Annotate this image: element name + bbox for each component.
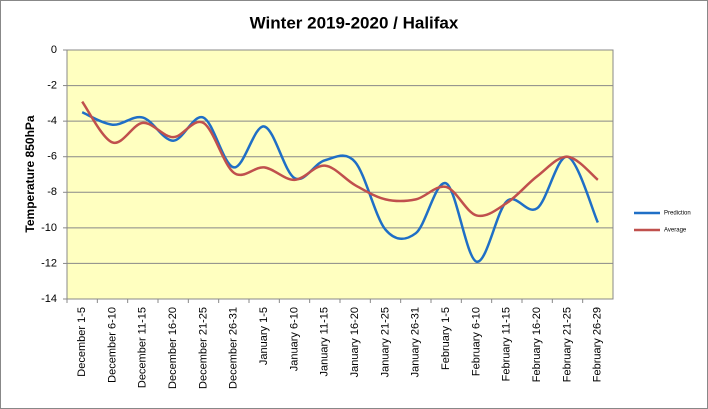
y-tick-label: -10 (41, 222, 57, 234)
x-tick-label: January 21-25 (379, 307, 391, 377)
x-tick-label: January 26-31 (410, 307, 422, 377)
x-tick-label: February 11-15 (501, 307, 513, 381)
x-tick-label: December 21-25 (197, 307, 209, 389)
x-tick-label: January 6-10 (288, 307, 300, 371)
x-tick-label: December 26-31 (228, 307, 240, 389)
y-tick-label: -12 (41, 257, 57, 269)
legend-label: Average (664, 228, 687, 234)
x-tick-label: February 6-10 (470, 307, 482, 376)
y-axis-label: Temperature 850hPa (23, 115, 37, 232)
y-tick-label: -8 (47, 186, 57, 198)
x-tick-label: February 16-20 (531, 307, 543, 382)
y-tick-label: 0 (51, 44, 57, 56)
x-tick-label: December 16-20 (167, 307, 179, 389)
y-tick-label: -4 (47, 115, 57, 127)
x-tick-label: February 1-5 (440, 307, 452, 370)
x-tick-label: January 11-15 (319, 307, 331, 377)
x-tick-label: February 26-29 (592, 307, 604, 382)
y-tick-label: -2 (47, 79, 57, 91)
x-tick-label: February 21-25 (561, 307, 573, 382)
x-tick-label: January 1-5 (258, 307, 270, 365)
x-tick-label: December 11-15 (137, 307, 149, 388)
chart-title: Winter 2019-2020 / Halifax (250, 13, 459, 32)
y-tick-label: -6 (47, 151, 57, 163)
x-tick-label: December 6-10 (106, 307, 118, 383)
y-tick-label: -14 (41, 293, 57, 305)
legend-label: Prediction (664, 211, 691, 217)
x-tick-label: January 16-20 (349, 307, 361, 377)
line-series (81, 100, 599, 218)
x-tick-label: December 1-5 (76, 307, 88, 377)
